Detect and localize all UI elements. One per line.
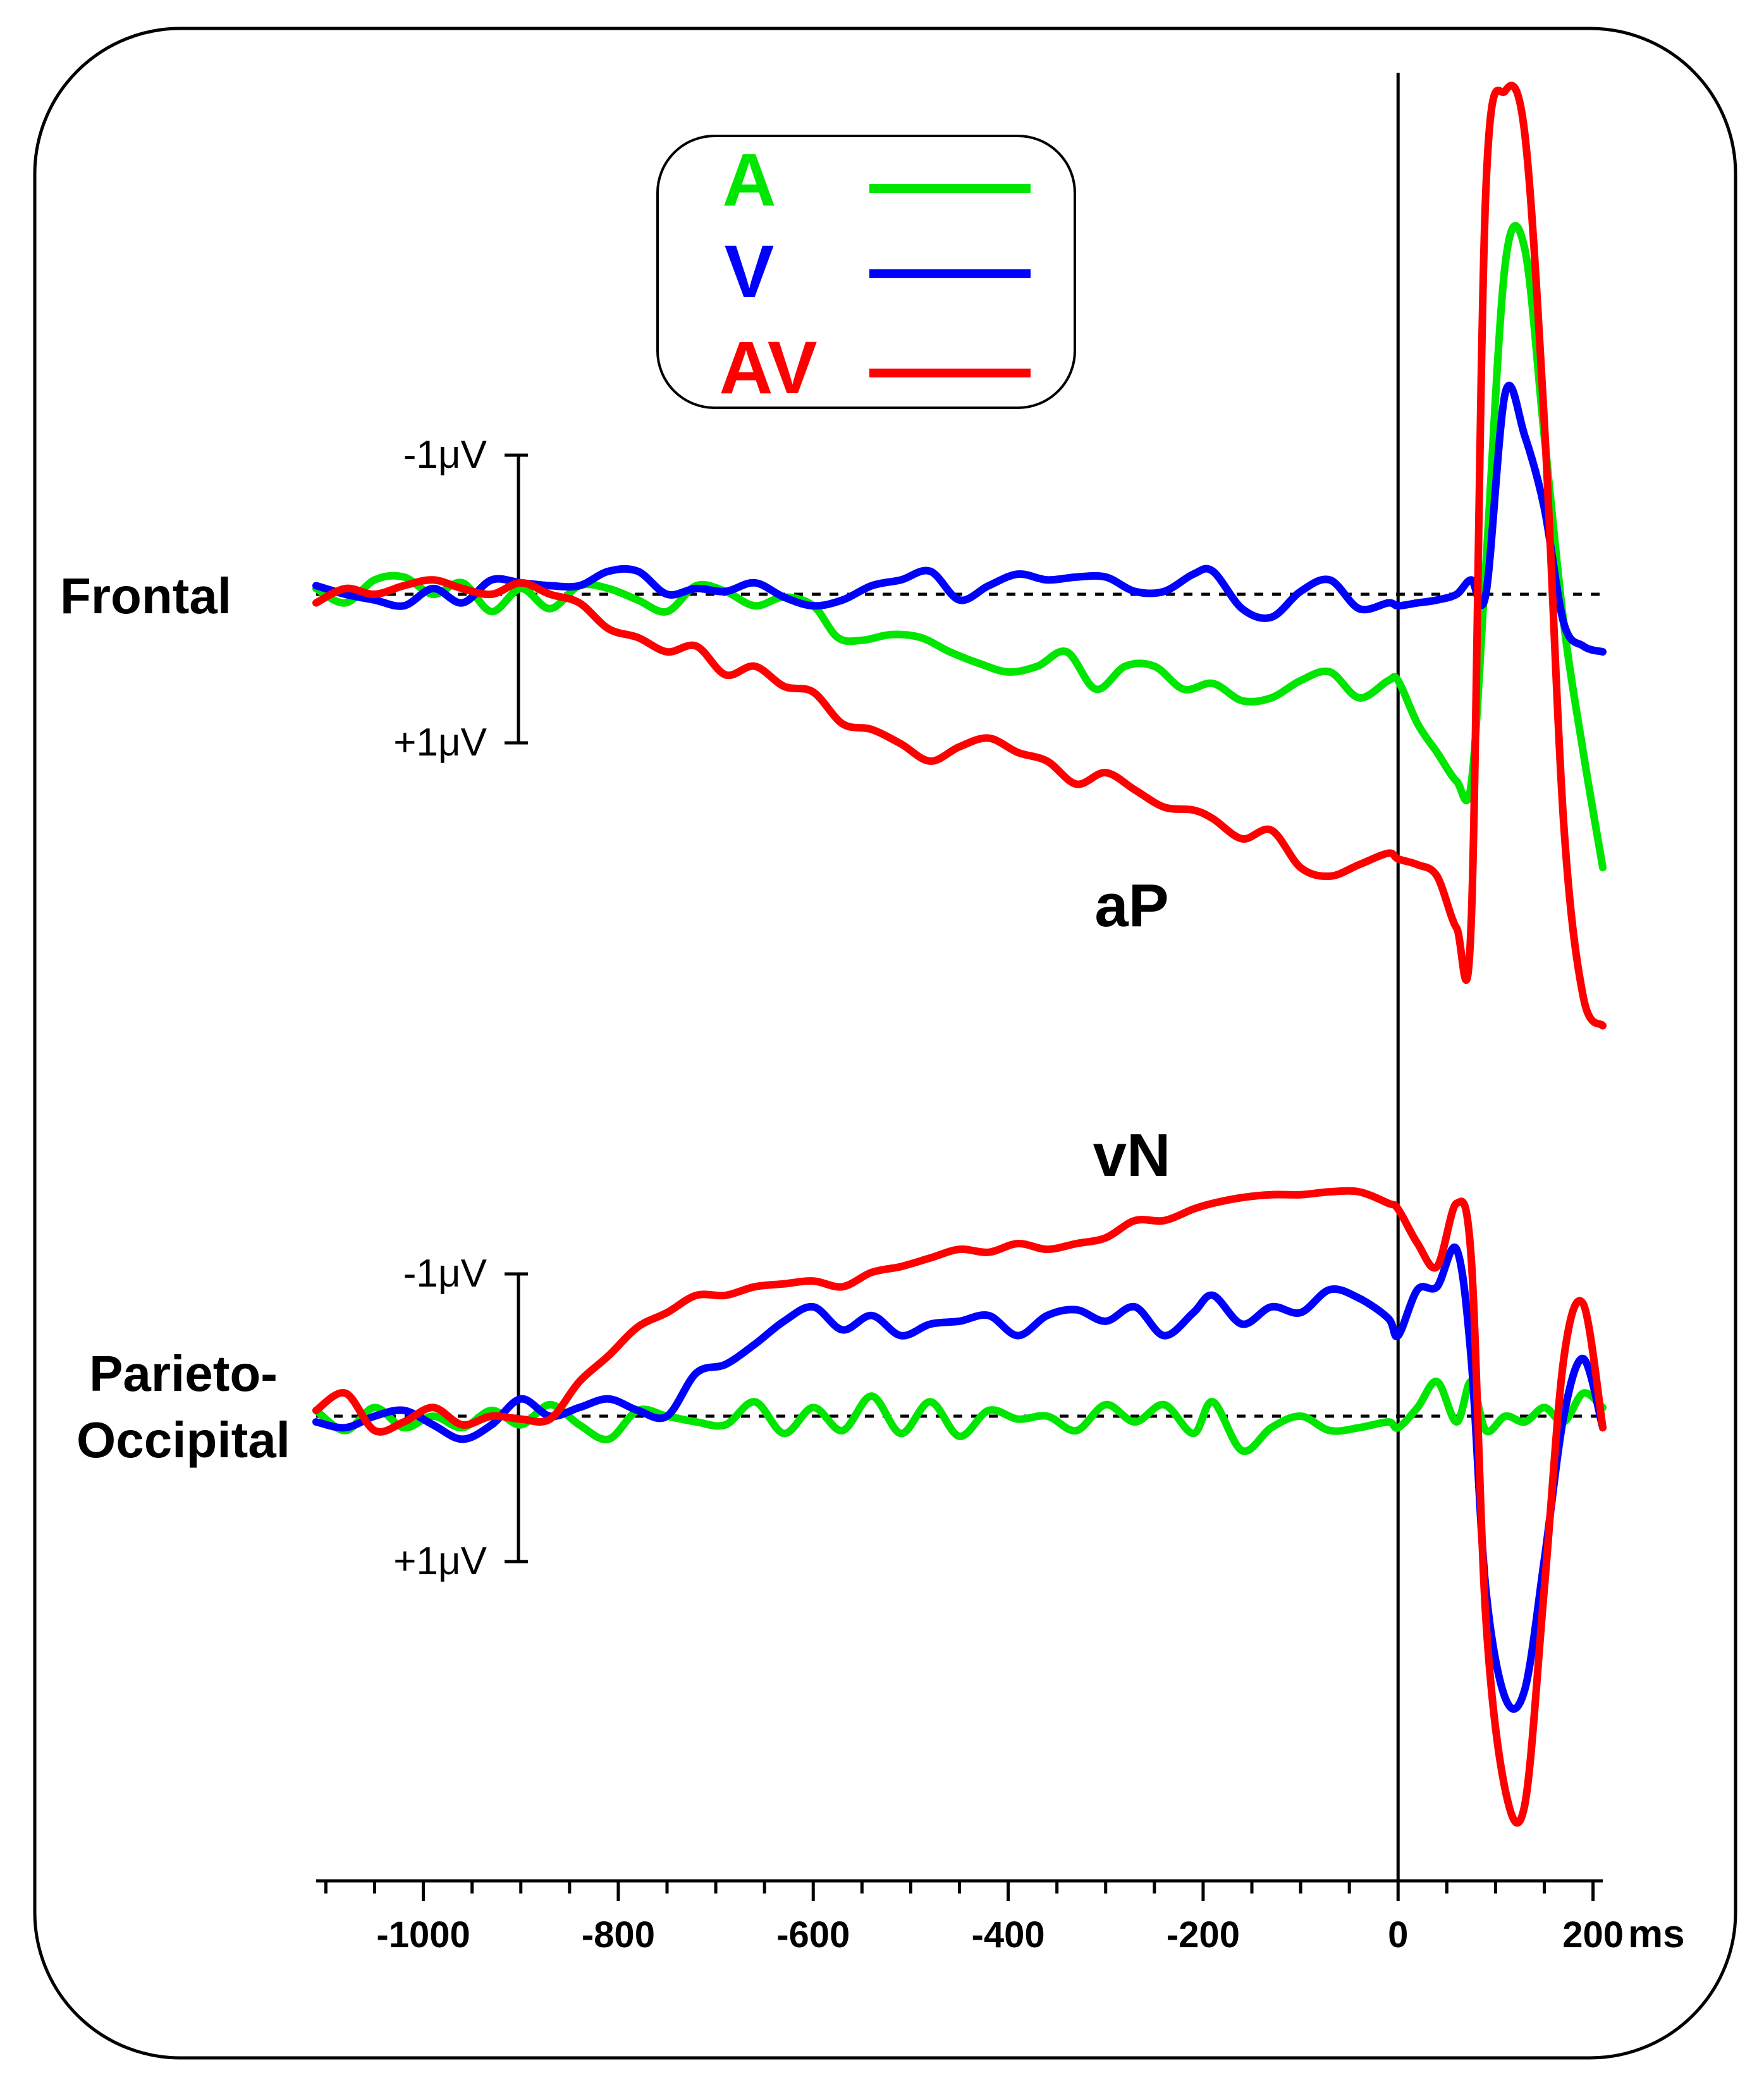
x-tick-label: 0	[1388, 1914, 1408, 1955]
x-tick-label: -200	[1167, 1914, 1240, 1955]
x-tick-label: -800	[582, 1914, 655, 1955]
parieto-label-line2: Occipital	[77, 1412, 290, 1468]
frontal-scale-bottom-label: +1μV	[393, 721, 487, 764]
parieto-scale-bottom-label: +1μV	[393, 1539, 487, 1583]
chart-frame	[33, 27, 1737, 2060]
frontal-scale-top-label: -1μV	[403, 433, 487, 477]
frontal-panel-label: Frontal	[60, 568, 231, 624]
parieto-scale-top-label: -1μV	[403, 1252, 487, 1295]
legend-label-a: A	[722, 138, 776, 222]
legend-label-v: V	[725, 230, 775, 314]
legend-label-av: AV	[719, 326, 817, 410]
x-tick-label: -1000	[376, 1914, 470, 1955]
series-layer	[312, 82, 1607, 1827]
x-tick-label: -400	[972, 1914, 1045, 1955]
x-tick-label: -600	[776, 1914, 850, 1955]
legend-box	[656, 135, 1076, 409]
frontal-component-label: aP	[1094, 872, 1168, 939]
x-axis-unit-label: ms	[1628, 1912, 1685, 1956]
parieto-component-label: vN	[1093, 1122, 1171, 1189]
parieto-occipital-panel: Parieto- Occipital -1μV +1μV vN	[77, 1122, 1603, 1583]
parieto-label-line1: Parieto-	[89, 1345, 278, 1402]
x-axis: ms -1000 -800 -600 -400 -200 0 200	[316, 1879, 1685, 1956]
legend: A V AV	[656, 135, 1076, 410]
parieto-occipital-series-av-line	[312, 1187, 1607, 1827]
x-tick-label: 200	[1562, 1914, 1624, 1955]
frontal-series-av-line	[312, 82, 1607, 1030]
frontal-series-v-line	[312, 381, 1607, 656]
